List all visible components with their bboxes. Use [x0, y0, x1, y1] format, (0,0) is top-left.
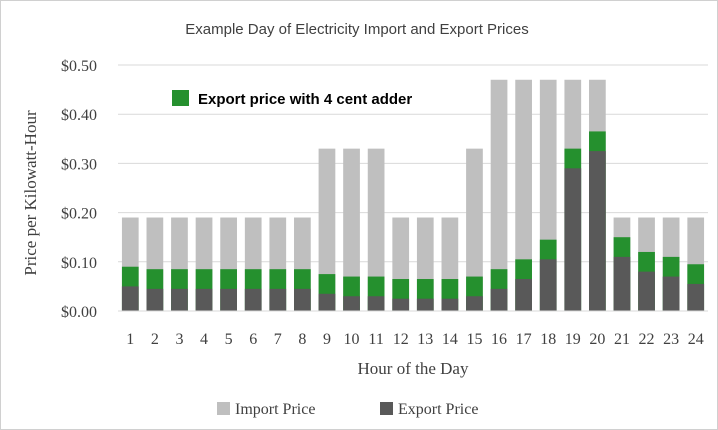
- x-tick-label: 1: [126, 331, 134, 348]
- export-price-bar: [687, 283, 705, 311]
- import-price-bar: [367, 148, 385, 311]
- export-price-bar: [515, 279, 532, 311]
- legend-swatch-export: [380, 402, 393, 415]
- export-price-bar: [121, 286, 139, 311]
- export-price-bar: [490, 288, 508, 311]
- export-price-bar: [318, 293, 336, 311]
- x-tick-label: 22: [639, 331, 655, 348]
- export-price-bar: [220, 288, 237, 311]
- x-tick-label: 7: [274, 331, 282, 348]
- x-tick-label: 11: [368, 331, 383, 348]
- export-price-bar: [416, 298, 434, 311]
- export-price-bar: [367, 296, 385, 311]
- x-tick-label: 15: [466, 331, 482, 348]
- y-tick-label: $0.00: [61, 304, 97, 321]
- export-price-bar: [441, 298, 459, 311]
- x-tick-label: 20: [589, 331, 605, 348]
- x-tick-label: 8: [298, 331, 306, 348]
- x-tick-label: 24: [688, 331, 704, 348]
- x-tick-label: 16: [491, 331, 507, 348]
- y-axis-label: Price per Kilowatt-Hour: [21, 110, 40, 276]
- legend-swatch-import: [217, 402, 230, 415]
- export-price-bar: [294, 288, 311, 311]
- x-tick-label: 14: [442, 331, 458, 348]
- y-tick-label: $0.10: [61, 255, 97, 272]
- x-tick-label: 21: [614, 331, 630, 348]
- adder-label: Export price with 4 cent adder: [198, 91, 412, 108]
- x-tick-label: 9: [323, 331, 331, 348]
- chart-title: Example Day of Electricity Import and Ex…: [185, 21, 528, 38]
- x-tick-label: 6: [249, 331, 257, 348]
- y-tick-label: $0.40: [61, 107, 97, 124]
- y-tick-label: $0.50: [61, 58, 97, 75]
- export-price-bar: [564, 168, 582, 311]
- x-tick-label: 12: [393, 331, 409, 348]
- import-price-bar: [318, 148, 336, 311]
- x-tick-label: 4: [200, 331, 208, 348]
- x-tick-label: 2: [151, 331, 159, 348]
- x-tick-label: 5: [225, 331, 233, 348]
- x-axis-ticks: 1 2 3 4 5 6 7 8 9 10 11 12 13 14 15 16 17 18 19 20 21 22 23 24: [126, 331, 703, 348]
- y-tick-label: $0.30: [61, 156, 97, 173]
- import-price-bar: [490, 79, 508, 311]
- export-price-bar: [244, 288, 262, 311]
- adder-swatch: [172, 90, 189, 106]
- bars: [121, 79, 705, 311]
- export-price-bar: [171, 288, 188, 311]
- export-price-bar: [269, 288, 287, 311]
- x-tick-label: 13: [417, 331, 433, 348]
- import-price-bar: [466, 148, 483, 311]
- export-price-bar: [638, 271, 655, 311]
- legend: Import Price Export Price: [217, 401, 478, 418]
- export-price-bar: [392, 298, 410, 311]
- y-tick-label: $0.20: [61, 206, 97, 223]
- import-price-bar: [343, 148, 360, 311]
- x-tick-label: 19: [565, 331, 581, 348]
- x-tick-label: 23: [663, 331, 679, 348]
- export-price-bar: [343, 296, 360, 311]
- export-price-bar: [195, 288, 213, 311]
- legend-label-export: Export Price: [398, 401, 478, 418]
- adder-annotation: Export price with 4 cent adder: [172, 90, 412, 108]
- export-price-bar: [146, 288, 164, 311]
- x-axis-label: Hour of the Day: [358, 359, 469, 378]
- x-tick-label: 3: [175, 331, 183, 348]
- x-tick-label: 18: [540, 331, 556, 348]
- import-price-bar: [515, 79, 532, 311]
- legend-label-import: Import Price: [235, 401, 315, 418]
- export-price-bar: [613, 256, 631, 311]
- export-price-bar: [662, 276, 680, 311]
- y-axis-ticks: $0.00 $0.10 $0.20 $0.30 $0.40 $0.50: [61, 58, 97, 321]
- gridlines: [118, 64, 708, 263]
- export-price-bar: [539, 259, 557, 311]
- export-price-bar: [466, 296, 483, 311]
- export-price-bar: [589, 151, 606, 311]
- x-tick-label: 10: [344, 331, 360, 348]
- x-tick-label: 17: [516, 331, 532, 348]
